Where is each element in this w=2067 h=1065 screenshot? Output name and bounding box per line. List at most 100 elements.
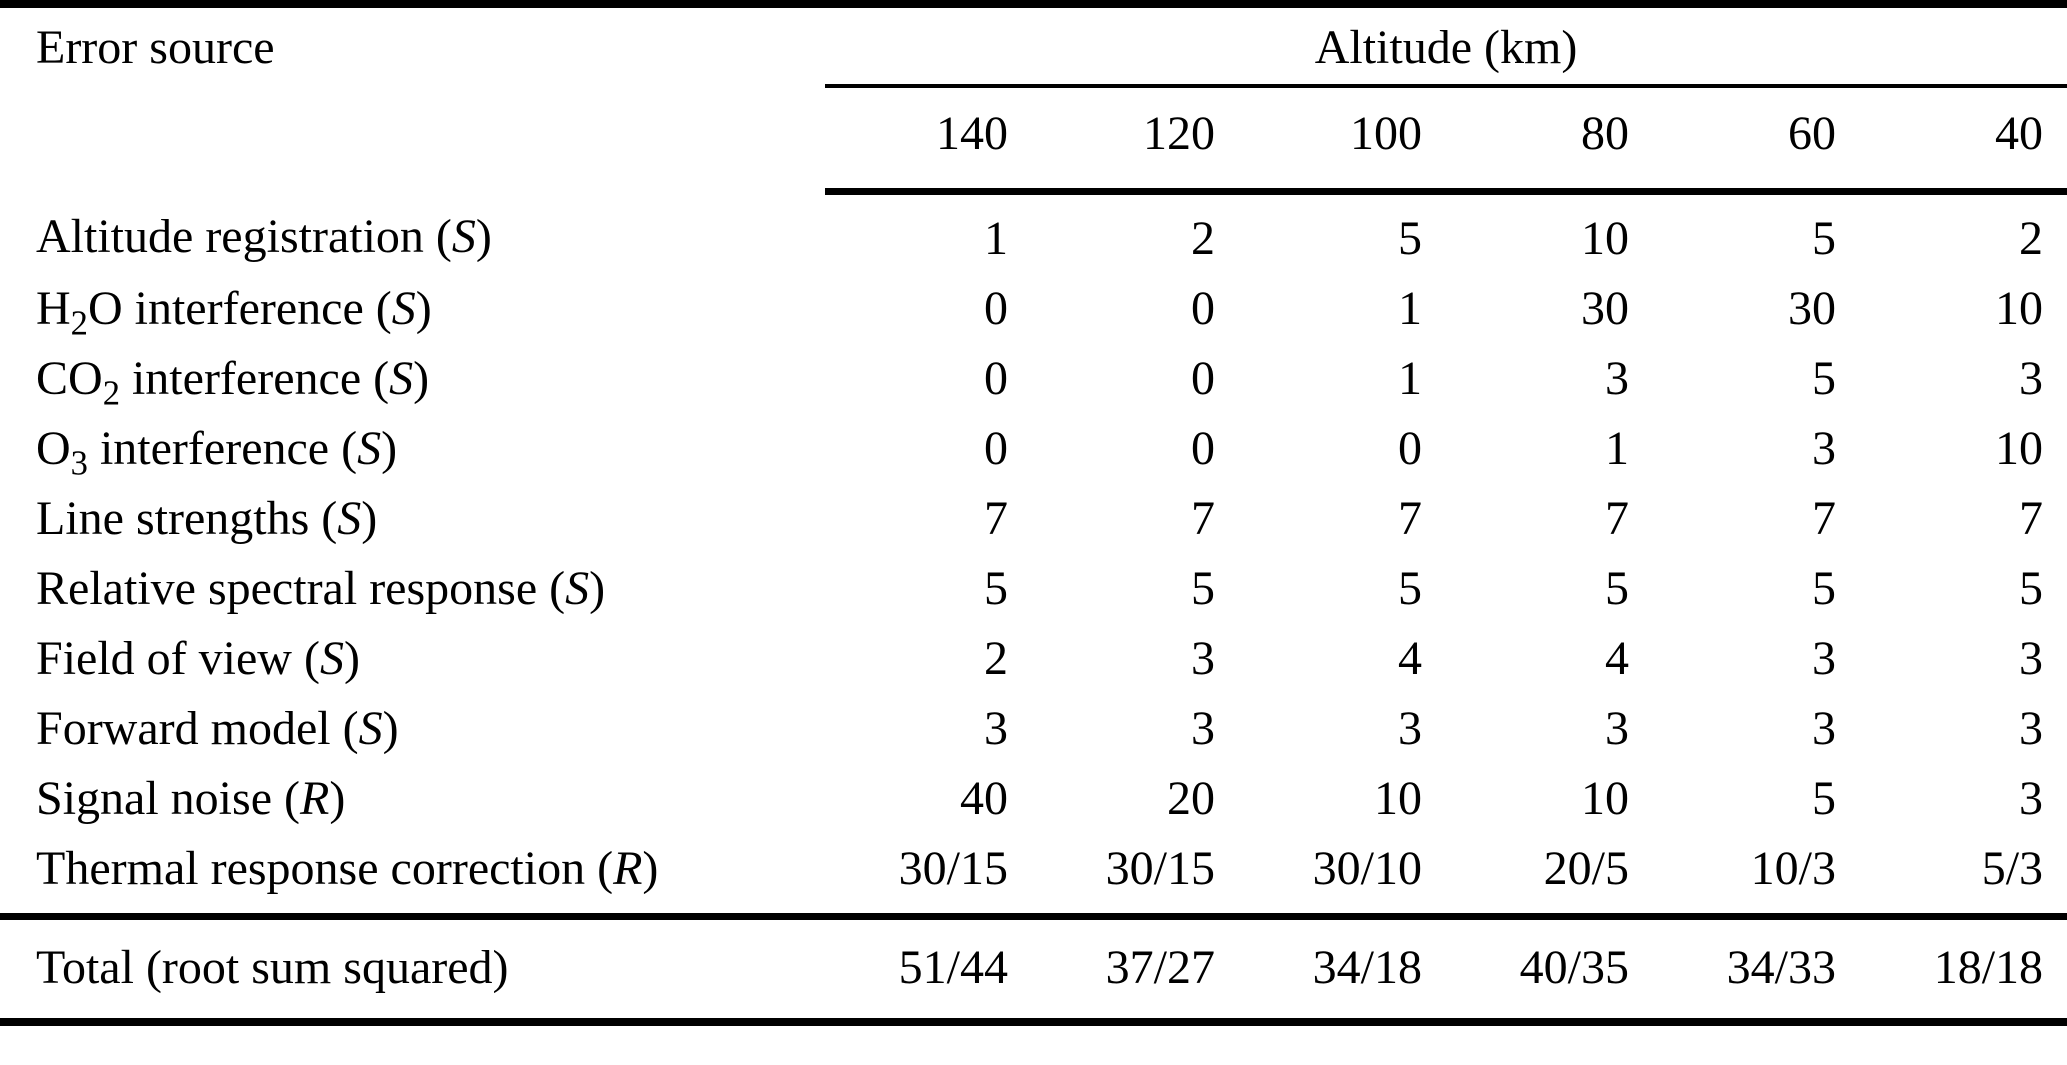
row-label: Forward model (S) [36, 702, 399, 755]
cell-value: 5 [1812, 352, 1836, 405]
cell-value: 5 [1398, 212, 1422, 265]
total-label: Total (root sum squared) [0, 913, 825, 1022]
table-row: H2O interference (S) 0 0 1 30 30 10 [0, 275, 2067, 345]
cell-value: 20 [1167, 772, 1215, 825]
cell-value: 1 [1605, 422, 1629, 475]
cell-value: 3 [1191, 702, 1215, 755]
cell-value: 0 [984, 282, 1008, 335]
cell-value: 0 [1191, 422, 1215, 475]
table-row: Signal noise (R) 40 20 10 10 5 3 [0, 765, 2067, 835]
cell-value: 3 [2019, 352, 2044, 405]
cell-value: 10 [1995, 282, 2044, 335]
cell-value: 4 [1398, 632, 1422, 685]
column-header: 120 [1032, 86, 1239, 195]
cell-value: 4 [1605, 632, 1629, 685]
total-value: 51/44 [825, 913, 1032, 1022]
cell-value: 5 [1191, 562, 1215, 615]
cell-value: 7 [1812, 492, 1836, 545]
cell-value: 30/15 [898, 842, 1008, 895]
table-row: Relative spectral response (S) 5 5 5 5 5 5 [0, 555, 2067, 625]
cell-value: 30/10 [1312, 842, 1422, 895]
cell-value: 2 [2019, 212, 2044, 265]
cell-value: 1 [1398, 282, 1422, 335]
cell-value: 30 [1581, 282, 1629, 335]
cell-value: 0 [1191, 352, 1215, 405]
cell-value: 3 [1191, 632, 1215, 685]
cell-value: 1 [984, 212, 1008, 265]
cell-value: 7 [2019, 492, 2044, 545]
row-label: CO2 interference (S) [36, 352, 430, 413]
cell-value: 10 [1581, 212, 1629, 265]
cell-value: 7 [1605, 492, 1629, 545]
cell-value: 10/3 [1750, 842, 1836, 895]
cell-value: 3 [1812, 422, 1836, 475]
cell-value: 3 [1398, 702, 1422, 755]
cell-value: 3 [2019, 702, 2044, 755]
group-header-row: Error source Altitude (km) [0, 4, 2067, 88]
total-value: 34/33 [1653, 913, 1860, 1022]
cell-value: 3 [1812, 632, 1836, 685]
cell-value: 5 [1812, 772, 1836, 825]
column-header: 140 [825, 86, 1032, 195]
table-row: Thermal response correction (R) 30/15 30/1… [0, 835, 2067, 917]
row-header-label: Error source [36, 21, 275, 74]
cell-value: 10 [1995, 422, 2044, 475]
cell-value: 0 [1398, 422, 1422, 475]
cell-value: 7 [984, 492, 1008, 545]
cell-value: 40 [960, 772, 1008, 825]
cell-value: 2 [1191, 212, 1215, 265]
column-header: 40 [1860, 86, 2067, 195]
row-label: Relative spectral response (S) [36, 562, 606, 615]
row-label: Signal noise (R) [36, 772, 346, 825]
row-label: H2O interference (S) [36, 282, 432, 343]
total-value: 34/18 [1239, 913, 1446, 1022]
cell-value: 5 [2019, 562, 2044, 615]
row-label: O3 interference (S) [36, 422, 398, 483]
row-label: Field of view (S) [36, 632, 360, 685]
table-row: O3 interference (S) 0 0 0 1 3 10 [0, 415, 2067, 485]
cell-value: 20/5 [1543, 842, 1629, 895]
total-row: Total (root sum squared) 51/44 37/27 34/18 4… [0, 913, 2067, 1022]
column-group-header: Altitude (km) [825, 4, 2067, 88]
cell-value: 3 [2019, 632, 2044, 685]
table-row: CO2 interference (S) 0 0 1 3 5 3 [0, 345, 2067, 415]
cell-value: 3 [1605, 352, 1629, 405]
cell-value: 5 [984, 562, 1008, 615]
column-header: 100 [1239, 86, 1446, 195]
cell-value: 3 [984, 702, 1008, 755]
table-body: Altitude registration (S) 1 2 5 10 5 2 H2O inte… [0, 192, 2067, 917]
row-label: Altitude registration (S) [36, 210, 492, 264]
table-row: Forward model (S) 3 3 3 3 3 3 [0, 695, 2067, 765]
cell-value: 5 [1605, 562, 1629, 615]
cell-value: 5 [1812, 212, 1836, 265]
total-value: 40/35 [1446, 913, 1653, 1022]
row-label: Line strengths (S) [36, 492, 378, 545]
row-label: Thermal response correction (R) [36, 842, 659, 895]
cell-value: 0 [984, 422, 1008, 475]
cell-value: 30 [1788, 282, 1836, 335]
cell-value: 1 [1398, 352, 1422, 405]
cell-value: 3 [1812, 702, 1836, 755]
column-header: 60 [1653, 86, 1860, 195]
cell-value: 0 [984, 352, 1008, 405]
cell-value: 5 [1398, 562, 1422, 615]
cell-value: 3 [1605, 702, 1629, 755]
column-header-row: 140 120 100 80 60 40 [0, 86, 2067, 195]
table-row: Altitude registration (S) 1 2 5 10 5 2 [0, 192, 2067, 276]
table-row: Field of view (S) 2 3 4 4 3 3 [0, 625, 2067, 695]
column-header: 80 [1446, 86, 1653, 195]
cell-value: 3 [2019, 772, 2044, 825]
cell-value: 10 [1581, 772, 1629, 825]
cell-value: 10 [1374, 772, 1422, 825]
cell-value: 30/15 [1105, 842, 1215, 895]
cell-value: 5 [1812, 562, 1836, 615]
cell-value: 7 [1191, 492, 1215, 545]
cell-value: 5/3 [1981, 842, 2044, 895]
cell-value: 7 [1398, 492, 1422, 545]
error-budget-table: Error source Altitude (km) 140 120 100 80 60… [0, 0, 2067, 1026]
total-value: 18/18 [1860, 913, 2067, 1022]
cell-value: 0 [1191, 282, 1215, 335]
table-row: Line strengths (S) 7 7 7 7 7 7 [0, 485, 2067, 555]
total-value: 37/27 [1032, 913, 1239, 1022]
